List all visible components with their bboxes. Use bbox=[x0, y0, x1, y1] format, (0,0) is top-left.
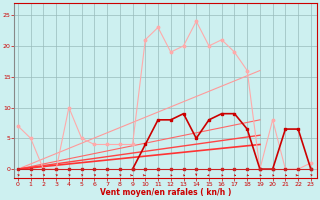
X-axis label: Vent moyen/en rafales ( kn/h ): Vent moyen/en rafales ( kn/h ) bbox=[100, 188, 231, 197]
